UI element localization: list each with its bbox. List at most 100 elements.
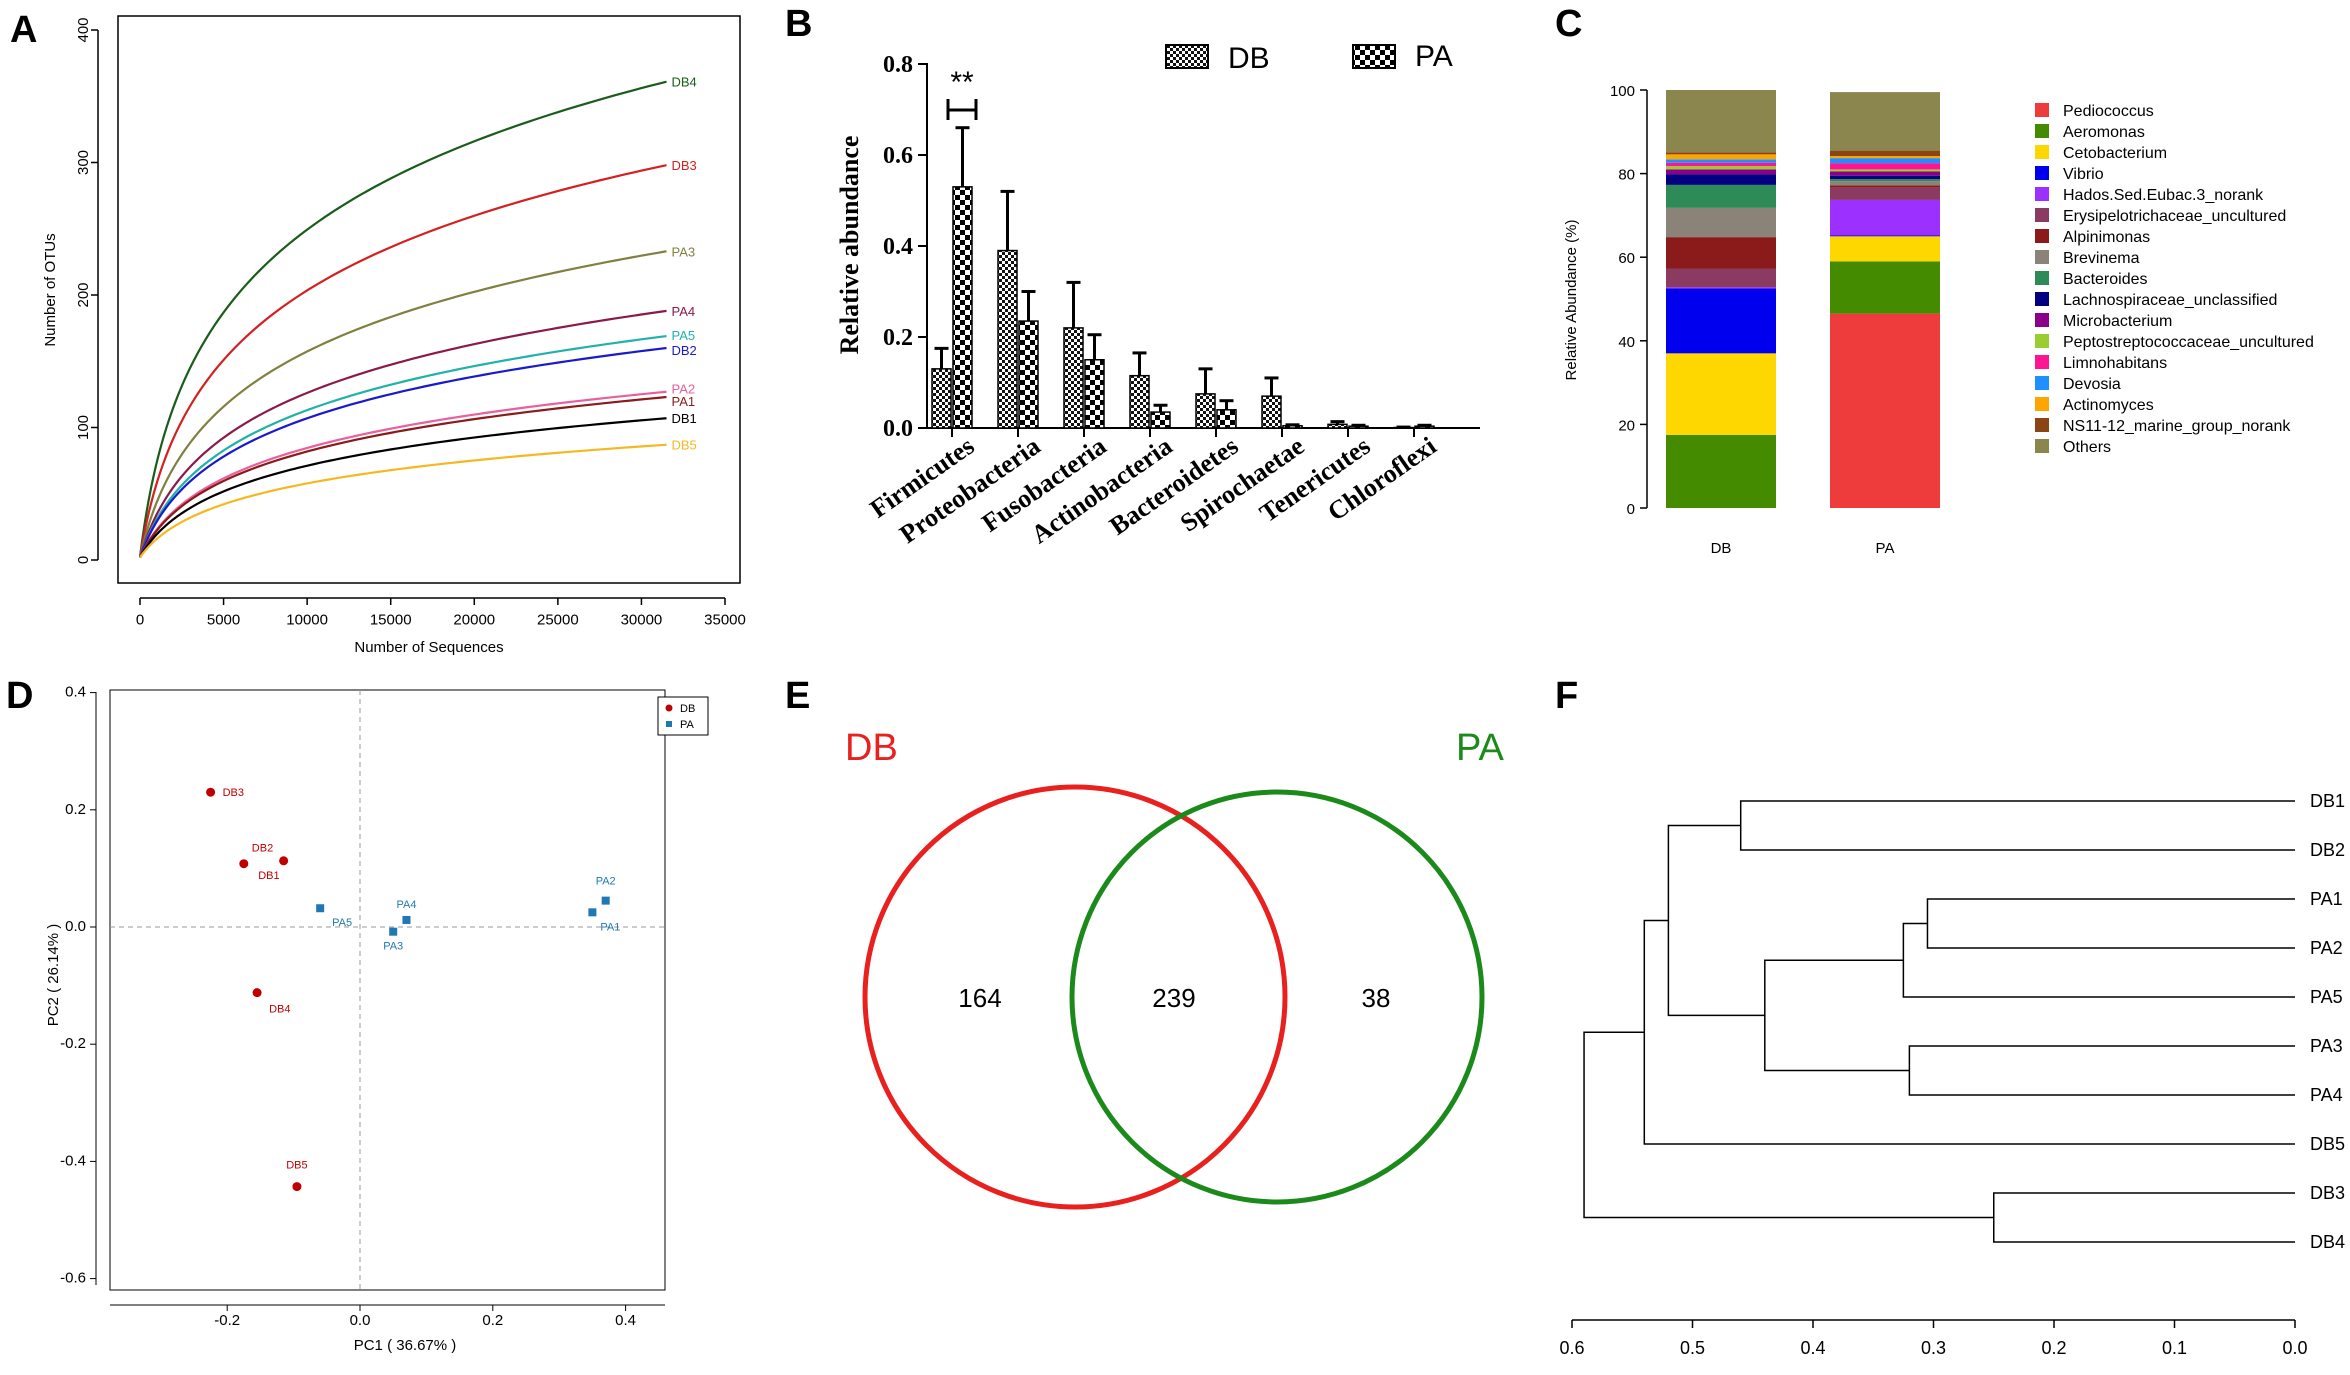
leaf-label-db3: DB3 (2310, 1183, 2345, 1203)
panel-letter-d: D (6, 675, 33, 717)
venn-label-pa: PA (1456, 727, 1505, 769)
dendrogram-branch (1993, 1192, 2295, 1243)
leaf-label-pa3: PA3 (2310, 1036, 2343, 1056)
leaf-label-db1: DB1 (2310, 791, 2345, 811)
segment-db-cetobacterium (1666, 353, 1776, 435)
point-db5 (292, 1182, 302, 1192)
segment-db-alpinimonas (1666, 237, 1776, 269)
bar-pa-fusobacteria (1084, 359, 1105, 429)
x-tick-label: 0.1 (2162, 1338, 2187, 1358)
legend-label-cetobacterium: Cetobacterium (2063, 145, 2167, 162)
x-tick-label: 0 (136, 611, 144, 628)
segment-db-vibrio (1666, 288, 1776, 354)
y-tick-label: 100 (75, 415, 92, 440)
curve-label-db2: DB2 (672, 343, 697, 358)
x-tick-label: 5000 (207, 611, 240, 628)
significance-bracket (946, 99, 978, 120)
segment-pa-pediococcus (1830, 313, 1940, 508)
legend-swatch-devosia (2035, 376, 2049, 390)
legend-label-pa: PA (1415, 40, 1453, 73)
x-tick-label: 25000 (537, 611, 579, 628)
point-db3 (206, 787, 216, 797)
curve-label-pa2: PA2 (672, 382, 696, 397)
legend-swatch-bacteroides (2035, 271, 2049, 285)
y-axis-title: PC2 ( 26.14% ) (45, 924, 62, 1027)
y-tick-label: -0.4 (60, 1152, 86, 1169)
leaf-label-pa2: PA2 (2310, 938, 2343, 958)
dendrogram-branch (1739, 800, 2295, 851)
bar-db-spirochaetae (1261, 395, 1282, 429)
x-tick-label: 0.4 (1800, 1338, 1825, 1358)
panel-letter-c: C (1555, 3, 1582, 45)
segment-db-brevinema (1666, 207, 1776, 238)
y-tick-label: 0 (75, 556, 92, 564)
y-tick-label: 0.4 (883, 234, 913, 260)
legend-label-ns11-12-marine-group-norank: NS11-12_marine_group_norank (2063, 418, 2291, 435)
curve-pa1 (139, 395, 667, 558)
x-tick-label: 0.2 (482, 1312, 503, 1329)
venn-diagram: DB PA 164 239 38 (845, 727, 1505, 1210)
dendrogram-branch (1643, 919, 2295, 1145)
leaf-label-db4: DB4 (2310, 1232, 2345, 1252)
segment-db-bacteroides (1666, 184, 1776, 208)
segment-db-ns11-12-marine-group-norank (1666, 152, 1776, 155)
legend-swatch-ns11-12-marine-group-norank (2035, 418, 2049, 432)
point-pa4 (402, 915, 411, 924)
legend-label-db: DB (680, 703, 695, 715)
legend-label-actinomyces: Actinomyces (2063, 397, 2154, 414)
point-label-pa3: PA3 (383, 941, 403, 953)
legend-swatch-limnohabitans (2035, 355, 2049, 369)
venn-count-pa-only: 38 (1362, 983, 1391, 1013)
legend-swatch-microbacterium (2035, 313, 2049, 327)
point-label-pa1: PA1 (600, 921, 620, 933)
legend-swatch-cetobacterium (2035, 145, 2049, 159)
bar-pa-proteobacteria (1018, 320, 1039, 429)
point-label-pa4: PA4 (396, 899, 416, 911)
segment-pa-hados-sed-eubac-3-norank (1830, 199, 1940, 236)
bar-db-fusobacteria (1063, 327, 1084, 429)
venn-count-db-only: 164 (958, 983, 1001, 1013)
panel-letter-f: F (1555, 675, 1578, 717)
point-pa3 (389, 927, 398, 936)
point-label-db5: DB5 (286, 1160, 307, 1172)
x-axis-title: PC1 ( 36.67% ) (354, 1337, 457, 1354)
legend-label-devosia: Devosia (2063, 376, 2121, 393)
y-tick-label: 0.6 (883, 143, 913, 169)
legend-label-peptostreptococcaceae-uncultured: Peptostreptococcaceae_uncultured (2063, 334, 2314, 351)
legend-swatch-vibrio (2035, 166, 2049, 180)
segment-pa-lachnospiraceae-unclassified (1830, 175, 1940, 180)
curve-label-db3: DB3 (672, 158, 697, 173)
rarefaction-chart: 0 5000 10000 15000 20000 25000 30000 35000 0 100 2… (42, 15, 746, 656)
leaf-label-pa1: PA1 (2310, 889, 2343, 909)
legend-swatch-db (1165, 44, 1209, 69)
x-tick-label: 35000 (704, 611, 746, 628)
bar-db-proteobacteria (997, 249, 1018, 429)
curve-db1 (139, 417, 667, 558)
segment-pa-ns11-12-marine-group-norank (1830, 150, 1940, 157)
legend-swatch-pediococcus (2035, 103, 2049, 117)
venn-label-db: DB (845, 727, 898, 769)
segment-db-devosia (1666, 159, 1776, 163)
significance-annotation: ** (950, 66, 974, 99)
y-axis-title: Relative Abundance (%) (1563, 220, 1580, 381)
dendrogram-branch (1764, 959, 1910, 1072)
legend-swatch-hados-sed-eubac-3-norank (2035, 187, 2049, 201)
curve-label-db4: DB4 (672, 75, 697, 90)
dendrogram-branch (1902, 922, 2295, 998)
legend-label-pa: PA (680, 719, 695, 731)
panel-letter-b: B (785, 3, 812, 45)
segment-pa-erysipelotrichaceae-uncultured (1830, 187, 1940, 200)
segment-db-erysipelotrichaceae-uncultured (1666, 268, 1776, 288)
bar-db-bacteroidetes (1195, 393, 1216, 429)
point-label-db3: DB3 (223, 787, 244, 799)
x-tick-label: -0.2 (214, 1312, 240, 1329)
y-tick-label: 40 (1618, 334, 1635, 351)
leaf-label-pa4: PA4 (2310, 1085, 2343, 1105)
segment-db-others (1666, 90, 1776, 153)
y-tick-label: 100 (1610, 83, 1635, 100)
legend-swatch-alpinimonas (2035, 229, 2049, 243)
plot-frame (117, 15, 741, 584)
segment-db-microbacterium (1666, 169, 1776, 175)
legend-label-others: Others (2063, 439, 2111, 456)
